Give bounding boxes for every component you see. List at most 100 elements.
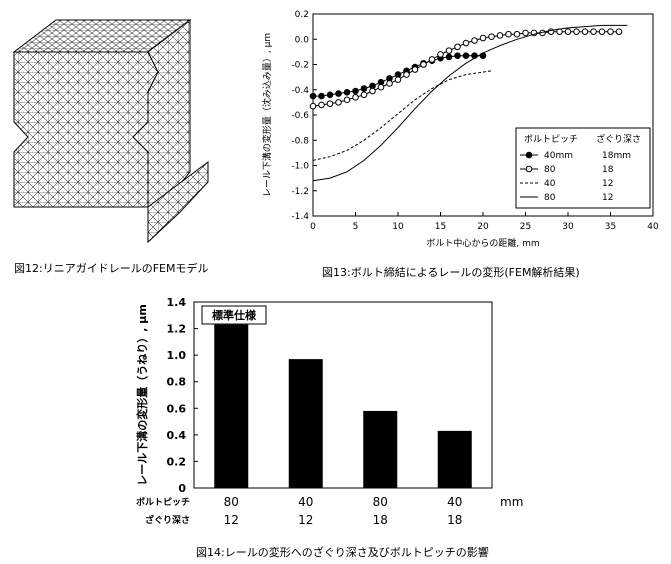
y-tick-label: 0.4 bbox=[167, 429, 187, 442]
y-tick-label: 0.2 bbox=[167, 455, 187, 468]
legend-pitch-1: 40mm bbox=[544, 151, 573, 161]
plot-frame bbox=[193, 301, 493, 489]
legend-depth-2: 18 bbox=[602, 165, 614, 175]
x-axis-label: ボルト中心からの距離, mm bbox=[426, 237, 539, 249]
series-1-point bbox=[454, 52, 461, 59]
series-2-point bbox=[411, 66, 419, 73]
fem-mesh-figure bbox=[12, 18, 209, 244]
x-tick-label: 10 bbox=[392, 222, 404, 232]
series-2-point bbox=[573, 28, 580, 35]
series-2-point bbox=[454, 43, 461, 51]
series-2-point bbox=[496, 32, 504, 39]
series-2-point bbox=[437, 51, 444, 58]
series-1-point bbox=[343, 88, 351, 96]
legend-marker-2 bbox=[525, 165, 533, 173]
bar-2 bbox=[288, 359, 323, 488]
bar-3 bbox=[363, 410, 398, 488]
x-tick-label: 0 bbox=[310, 222, 316, 232]
legend-pitch-3: 40 bbox=[544, 179, 556, 189]
y-tick-label: 0.0 bbox=[295, 35, 310, 45]
series-1-point bbox=[335, 90, 342, 97]
y-axis-label: レール下溝の変形量（沈み込み量）, μm bbox=[261, 33, 273, 197]
series-2-point bbox=[326, 100, 334, 107]
x-tick-label: 5 bbox=[353, 222, 359, 232]
pitch-label-1: 80 bbox=[224, 495, 239, 509]
y-tick-label: -0.2 bbox=[291, 61, 309, 71]
legend-header-depth: ざぐり深さ bbox=[596, 133, 641, 145]
series-line-4 bbox=[312, 24, 628, 182]
x-tick-label: 30 bbox=[562, 222, 574, 232]
figure14-caption: 図14:レールの変形へのざぐり深さ及びボルトピッチの影響 bbox=[196, 546, 489, 559]
y-tick-label: 1.4 bbox=[167, 296, 187, 309]
pitch-label-4: 40 bbox=[447, 495, 462, 509]
annotation-label: 標準仕様 bbox=[212, 308, 257, 322]
series-line-3 bbox=[312, 70, 492, 161]
x-tick-label: 20 bbox=[477, 222, 489, 232]
y-tick-label: 1.0 bbox=[167, 349, 187, 362]
series-2-point bbox=[352, 94, 359, 101]
y-axis-label: レール下溝の変形量（うねり）, μm bbox=[135, 304, 149, 486]
unit-label: mm bbox=[500, 495, 523, 509]
series-1-point bbox=[326, 91, 334, 99]
series-2-point bbox=[505, 30, 512, 38]
series-2-point bbox=[403, 71, 410, 78]
y-tick-label: -1.2 bbox=[291, 187, 309, 197]
series-2-point bbox=[471, 37, 478, 44]
depth-label-3: 18 bbox=[373, 513, 388, 527]
bar-1 bbox=[214, 324, 249, 488]
row-label-depth: ざぐり深さ bbox=[145, 514, 190, 526]
series-2-point bbox=[607, 28, 614, 35]
row-label-pitch: ボルトピッチ bbox=[136, 496, 190, 508]
series-2-point bbox=[369, 87, 376, 95]
legend-pitch-4: 80 bbox=[544, 193, 556, 203]
pitch-label-2: 40 bbox=[298, 495, 313, 509]
depth-label-4: 18 bbox=[447, 513, 462, 527]
y-tick-label: 1.2 bbox=[167, 323, 187, 336]
annotation-box bbox=[201, 305, 267, 325]
series-2-point bbox=[377, 83, 385, 91]
legend-marker-1 bbox=[525, 151, 533, 159]
legend-header-pitch: ボルトピッチ bbox=[524, 134, 578, 145]
deformation-bar-chart: 0 0.2 0.4 0.6 0.8 1.0 1.2 1.4 レール下溝の変形量（うねり）, μm… bbox=[135, 296, 523, 527]
series-2-point bbox=[318, 101, 325, 109]
series-2-point bbox=[513, 30, 521, 38]
series-1-point bbox=[462, 52, 470, 59]
legend-pitch-2: 80 bbox=[544, 165, 556, 175]
series-2-point bbox=[581, 28, 589, 35]
y-tick-label: -0.4 bbox=[291, 86, 309, 96]
legend-depth-1: 18mm bbox=[602, 151, 631, 161]
series-2-point bbox=[522, 29, 529, 37]
series-2-point bbox=[598, 28, 606, 35]
bar-4 bbox=[437, 430, 472, 488]
series-2-point bbox=[309, 102, 317, 110]
y-tick-label: 0 bbox=[178, 482, 186, 495]
y-tick-label: -0.8 bbox=[291, 136, 309, 146]
series-1-point bbox=[360, 85, 368, 92]
x-tick-label: 35 bbox=[605, 222, 616, 232]
figure13-caption: 図13:ボルト締結によるレールの変形(FEM解析結果) bbox=[322, 266, 580, 279]
legend-depth-4: 12 bbox=[602, 193, 613, 203]
series-2-point bbox=[488, 33, 495, 41]
figure12-caption: 図12:リニアガイドレールのFEMモデル bbox=[14, 262, 209, 275]
series-1-point bbox=[445, 53, 453, 61]
series-2-point bbox=[564, 28, 572, 35]
series-2-point bbox=[615, 28, 623, 35]
depth-label-2: 12 bbox=[298, 513, 313, 527]
pitch-label-3: 80 bbox=[373, 495, 388, 509]
x-tick-label: 25 bbox=[520, 222, 531, 232]
series-2-point bbox=[360, 91, 368, 99]
series-2-point bbox=[386, 80, 393, 87]
series-2-point bbox=[343, 96, 351, 104]
x-tick-label: 40 bbox=[647, 222, 659, 232]
y-tick-label: -1.0 bbox=[291, 162, 309, 172]
y-tick-label: 0.2 bbox=[295, 10, 309, 20]
series-2-point bbox=[479, 34, 487, 42]
series-2-point bbox=[590, 28, 597, 35]
series-1-point bbox=[352, 87, 359, 95]
series-2-point bbox=[445, 47, 453, 54]
series-1-point bbox=[309, 92, 317, 100]
y-tick-label: -1.4 bbox=[291, 212, 309, 222]
series-2-point bbox=[394, 76, 402, 83]
series-2-point bbox=[428, 56, 436, 63]
series-2-point bbox=[335, 99, 342, 106]
